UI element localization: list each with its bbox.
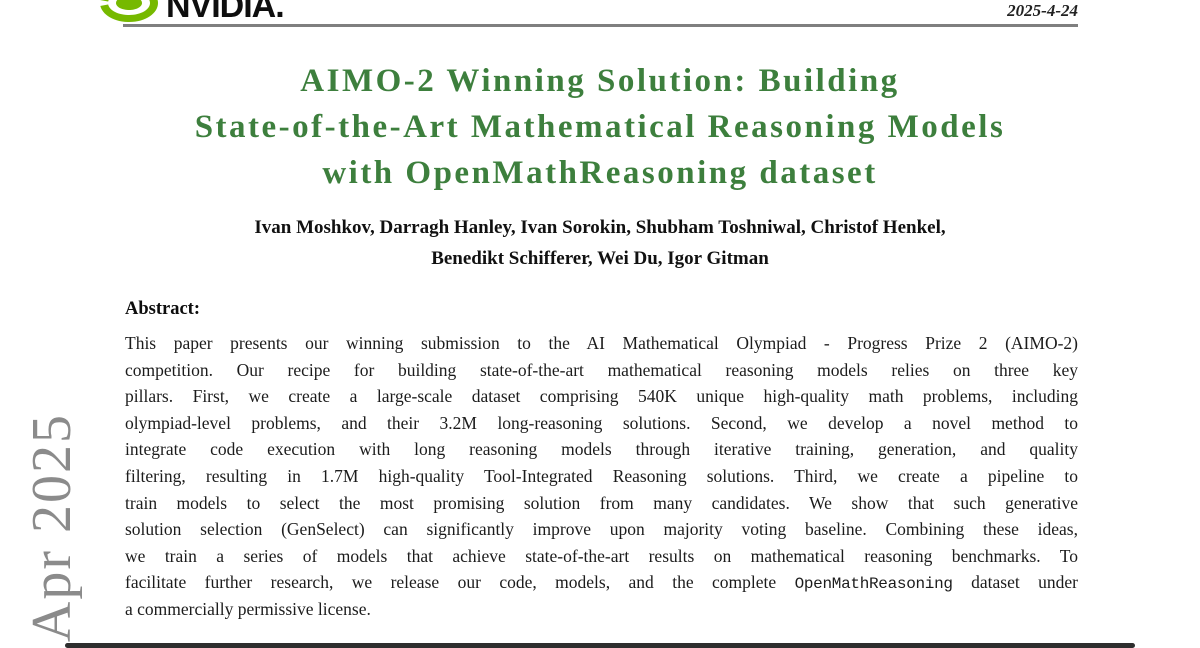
abstract-line: competition. Our recipe for building sta… bbox=[125, 357, 1078, 384]
author-line: Ivan Moshkov, Darragh Hanley, Ivan Sorok… bbox=[254, 217, 946, 238]
abstract-text: train models to select the most promisin… bbox=[125, 492, 1078, 513]
abstract-line: train models to select the most promisin… bbox=[125, 490, 1078, 517]
title-line: AIMO-2 Winning Solution: Building bbox=[300, 63, 900, 99]
abstract-heading: Abstract: bbox=[125, 299, 201, 319]
header-rule bbox=[123, 24, 1078, 27]
bottom-edge-bar bbox=[65, 643, 1135, 648]
paper-title: AIMO-2 Winning Solution: Building State-o… bbox=[0, 58, 1200, 196]
arxiv-date-watermark: 23 Apr 2025 bbox=[21, 413, 83, 648]
abstract-text: filtering, resulting in 1.7M high-qualit… bbox=[125, 465, 1078, 486]
abstract-line: a commercially permissive license. bbox=[125, 596, 1078, 623]
abstract-line: solution selection (GenSelect) can signi… bbox=[125, 516, 1078, 543]
abstract-text: a commercially permissive license. bbox=[125, 598, 371, 619]
abstract-text: dataset under bbox=[952, 572, 1078, 593]
abstract-line: This paper presents our winning submissi… bbox=[125, 330, 1078, 357]
inline-code: OpenMathReasoning bbox=[794, 575, 953, 594]
abstract-text: competition. Our recipe for building sta… bbox=[125, 359, 1078, 380]
title-line: State-of-the-Art Mathematical Reasoning … bbox=[194, 109, 1006, 145]
abstract-text: integrate code execution with long reaso… bbox=[125, 439, 1078, 460]
abstract-text: pillars. First, we create a large-scale … bbox=[125, 386, 1078, 407]
title-line: with OpenMathReasoning dataset bbox=[322, 155, 878, 191]
abstract-line: olympiad-level problems, and their 3.2M … bbox=[125, 410, 1078, 437]
abstract-text: facilitate further research, we release … bbox=[125, 572, 795, 593]
abstract-text: This paper presents our winning submissi… bbox=[125, 333, 1078, 353]
author-line: Benedikt Schifferer, Wei Du, Igor Gitman bbox=[431, 248, 769, 269]
abstract-line: filtering, resulting in 1.7M high-qualit… bbox=[125, 463, 1078, 490]
header-date: 2025-4-24 bbox=[1007, 1, 1078, 20]
abstract-text: olympiad-level problems, and their 3.2M … bbox=[125, 412, 1078, 433]
abstract-section: Abstract: This paper presents our winnin… bbox=[125, 296, 1078, 623]
author-list: Ivan Moshkov, Darragh Hanley, Ivan Sorok… bbox=[0, 212, 1200, 274]
abstract-line: pillars. First, we create a large-scale … bbox=[125, 383, 1078, 410]
abstract-line: integrate code execution with long reaso… bbox=[125, 436, 1078, 463]
abstract-body: This paper presents our winning submissi… bbox=[125, 330, 1078, 623]
nvidia-wordmark: NVIDIA. bbox=[166, 0, 285, 23]
abstract-text: solution selection (GenSelect) can signi… bbox=[125, 519, 1078, 540]
nvidia-eye-icon bbox=[100, 0, 158, 22]
abstract-line: facilitate further research, we release … bbox=[125, 569, 1078, 596]
nvidia-logo: NVIDIA. bbox=[99, 0, 319, 23]
abstract-line: we train a series of models that achieve… bbox=[125, 543, 1078, 570]
abstract-text: we train a series of models that achieve… bbox=[125, 545, 1078, 566]
